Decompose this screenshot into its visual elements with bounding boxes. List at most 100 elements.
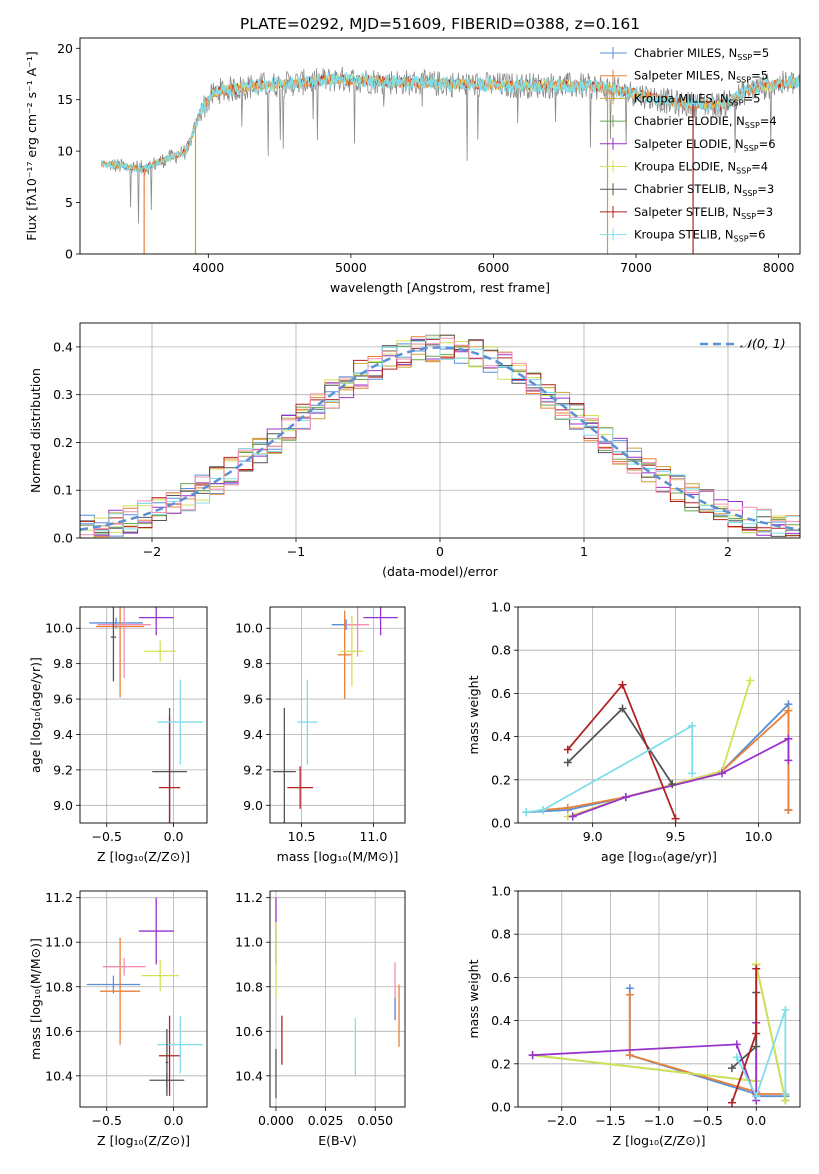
error-bar-point-1 <box>96 607 145 698</box>
x-tick-label: −1.5 <box>595 1113 625 1128</box>
legend-label-main: Kroupa ELODIE, N <box>634 160 736 174</box>
legend-label-sub: SSP <box>737 53 752 62</box>
x-tick-label: −2 <box>143 544 161 559</box>
legend-label-chabrier_miles: Chabrier MILES, NSSP=5 <box>634 46 769 62</box>
plot-area <box>275 897 400 1099</box>
plot-area <box>100 66 800 254</box>
x-tick-label: 2 <box>724 544 732 559</box>
y-axis-label: mass [log₁₀(M/M⊙)] <box>28 938 43 1060</box>
y-tick-label: 0.6 <box>491 686 511 701</box>
y-tick-label: 0.1 <box>53 483 73 498</box>
series-line-salpeter_elodie <box>572 737 790 818</box>
error-bar-point-1 <box>100 937 141 1045</box>
y-tick-label: 9.6 <box>243 692 263 707</box>
series-point-salpeter_elodie <box>568 812 577 821</box>
plot-area <box>80 334 800 538</box>
error-bar-point-6 <box>287 766 314 809</box>
x-tick-label: 9.0 <box>583 829 603 844</box>
legend-label-salpeter_elodie: Salpeter ELODIE, NSSP=6 <box>634 137 776 153</box>
x-tick-label: 0.0 <box>746 1113 766 1128</box>
x-axis-label: Z [log₁₀(Z/Z⊙)] <box>97 849 190 864</box>
series-point-kroupa_stelib <box>538 806 547 815</box>
y-tick-label: 9.2 <box>53 762 73 777</box>
panel-mass_weight_vs_Z: −2.0 −1.5 −1.0 −0.5 0.0 0.0 0.2 0.4 0.6 0.8 1.0 Z [… <box>466 884 801 1148</box>
y-tick-label: 0.6 <box>491 970 511 985</box>
legend-label-suffix: =4 <box>751 160 768 174</box>
legend-label-main: Chabrier MILES, N <box>634 46 737 60</box>
legend-label-salpeter_miles: Salpeter MILES, NSSP=5 <box>634 69 768 85</box>
legend-label-kroupa_elodie: Kroupa ELODIE, NSSP=4 <box>634 160 768 176</box>
legend-label-main: Salpeter MILES, N <box>634 69 736 83</box>
series-point-kroupa_stelib <box>752 1092 761 1101</box>
y-axis-label: Flux [fλ10⁻¹⁷ erg cm⁻² s⁻¹ A⁻¹] <box>24 51 39 240</box>
legend-label-normal: 𝒩(0, 1) <box>740 336 786 351</box>
y-tick-label: 0.8 <box>491 927 511 942</box>
legend-label-sub: SSP <box>742 189 757 198</box>
y-tick-label: 0.8 <box>491 643 511 658</box>
series-point-salpeter_stelib <box>671 814 680 823</box>
legend-label-kroupa_stelib: Kroupa STELIB, NSSP=6 <box>634 228 765 244</box>
y-tick-label: 11.0 <box>235 935 263 950</box>
series-point-salpeter_elodie <box>784 756 793 765</box>
legend-label-kroupa_miles: Kroupa MILES, NSSP=5 <box>634 91 760 107</box>
series-point-salpeter_elodie <box>732 1040 741 1049</box>
error-bar-point-0 <box>86 975 141 994</box>
legend: 𝒩(0, 1) <box>700 336 786 351</box>
error-bar-point-6 <box>158 1015 181 1096</box>
series-point-salpeter_miles <box>563 803 572 812</box>
grid <box>270 891 405 1107</box>
normal-curve <box>80 346 800 531</box>
x-axis-label: E(B-V) <box>318 1133 357 1148</box>
legend-label-suffix: =4 <box>760 114 777 128</box>
x-tick-label: 0.0 <box>164 829 184 844</box>
x-tick-label: 8000 <box>763 260 795 275</box>
error-bar-point-4 <box>141 960 179 992</box>
series-point-salpeter_elodie <box>621 793 630 802</box>
axes-frame <box>79 890 208 1108</box>
plot-area <box>272 607 398 823</box>
panel-mass_vs_Z: −0.5 0.0 10.4 10.6 10.8 11.0 11.2 Z [log₁₀(Z/Z⊙… <box>28 890 208 1148</box>
axes-frame <box>79 322 801 539</box>
legend-label-sub: SSP <box>741 212 756 221</box>
y-tick-label: 10 <box>57 144 73 159</box>
page-title: PLATE=0292, MJD=51609, FIBERID=0388, z=0… <box>240 15 640 33</box>
legend-label-chabrier_stelib: Chabrier STELIB, NSSP=3 <box>634 182 774 198</box>
y-tick-label: 5 <box>65 195 73 210</box>
y-tick-label: 1.0 <box>491 600 511 615</box>
axes-frame <box>79 606 208 824</box>
y-tick-label: 10.6 <box>235 1024 263 1039</box>
series-line-chabrier_miles <box>526 702 790 814</box>
error-bar-point-2 <box>346 607 370 657</box>
error-bar-point-3 <box>363 607 398 636</box>
legend-label-sub: SSP <box>729 98 744 107</box>
legend-label-main: Chabrier ELODIE, N <box>634 114 745 128</box>
x-tick-label: −2.0 <box>547 1113 577 1128</box>
series-point-salpeter_stelib <box>727 1098 736 1107</box>
legend-label-suffix: =6 <box>749 228 766 242</box>
y-tick-label: 0.2 <box>491 1056 511 1071</box>
x-tick-label: 0.000 <box>258 1113 294 1128</box>
x-tick-label: 0.0 <box>164 1113 184 1128</box>
y-tick-label: 0.0 <box>491 816 511 831</box>
y-tick-label: 9.4 <box>53 727 73 742</box>
histogram-pink <box>80 337 800 538</box>
x-axis-label: mass [log₁₀(M/M⊙)] <box>277 849 399 864</box>
x-tick-label: 0.050 <box>357 1113 393 1128</box>
error-bar-point-5 <box>272 707 296 823</box>
error-bar-point-1 <box>337 610 352 700</box>
legend-label-sub: SSP <box>736 76 751 85</box>
x-tick-label: −1.0 <box>644 1113 674 1128</box>
error-bar-point-4 <box>144 640 177 662</box>
y-axis-label: age [log₁₀(age/yr)] <box>28 657 43 773</box>
series-line-kroupa_elodie <box>567 680 752 818</box>
legend-label-main: Salpeter ELODIE, N <box>634 137 744 151</box>
x-axis-label: (data-model)/error <box>382 564 499 579</box>
series-point-salpeter_miles <box>625 1051 634 1060</box>
series-line-kroupa_stelib <box>735 1009 787 1099</box>
x-tick-label: 11.0 <box>359 829 387 844</box>
y-tick-label: 0.3 <box>53 387 73 402</box>
y-tick-label: 11.2 <box>45 890 73 905</box>
series-point-chabrier_stelib <box>752 1042 761 1051</box>
panel-age_vs_mass: 10.5 11.0 9.0 9.2 9.4 9.6 9.8 10.0 mass [log₁₀(M… <box>235 606 406 864</box>
series-point-salpeter_miles <box>784 706 793 715</box>
